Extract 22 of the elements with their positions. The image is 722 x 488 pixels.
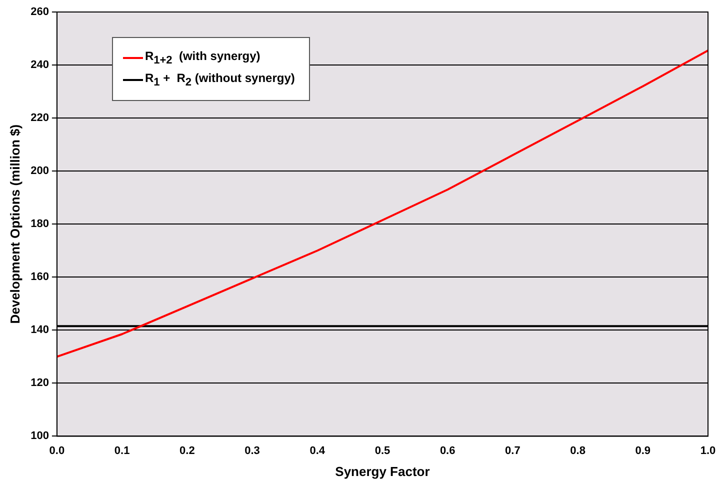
x-tick-label: 0.3 — [244, 444, 260, 457]
y-tick-label: 140 — [30, 324, 49, 336]
x-tick-label: 0.6 — [440, 444, 456, 457]
x-axis-title: Synergy Factor — [335, 464, 430, 479]
y-tick-label: 260 — [30, 6, 49, 18]
y-tick-label: 200 — [30, 165, 49, 178]
y-axis-title: Development Options (million $) — [7, 124, 22, 324]
y-tick-label: 180 — [30, 218, 49, 230]
x-tick-label: 0.7 — [505, 444, 520, 457]
y-tick-label: 160 — [30, 271, 49, 284]
x-tick-label: 0.2 — [180, 444, 195, 457]
x-tick-label: 1.0 — [700, 444, 716, 457]
x-tick-label: 0.8 — [570, 444, 586, 457]
y-tick-label: 220 — [30, 112, 49, 124]
x-tick-label: 0.9 — [635, 444, 651, 457]
y-tick-label: 240 — [30, 59, 49, 72]
x-tick-label: 0.5 — [374, 444, 390, 457]
x-tick-label: 0.0 — [49, 444, 65, 457]
y-tick-label: 100 — [30, 430, 49, 442]
x-tick-label: 0.4 — [310, 444, 326, 457]
y-tick-label: 120 — [30, 377, 49, 390]
x-tick-label: 0.1 — [114, 444, 130, 457]
